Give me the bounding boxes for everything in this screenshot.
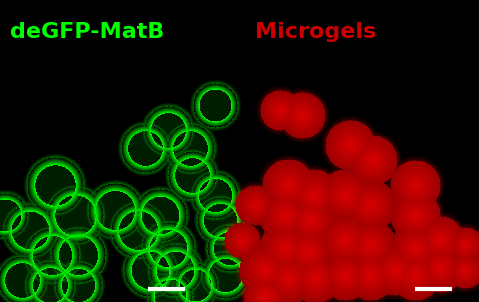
- Text: Microgels: Microgels: [255, 22, 376, 42]
- Text: deGFP-MatB: deGFP-MatB: [10, 22, 164, 42]
